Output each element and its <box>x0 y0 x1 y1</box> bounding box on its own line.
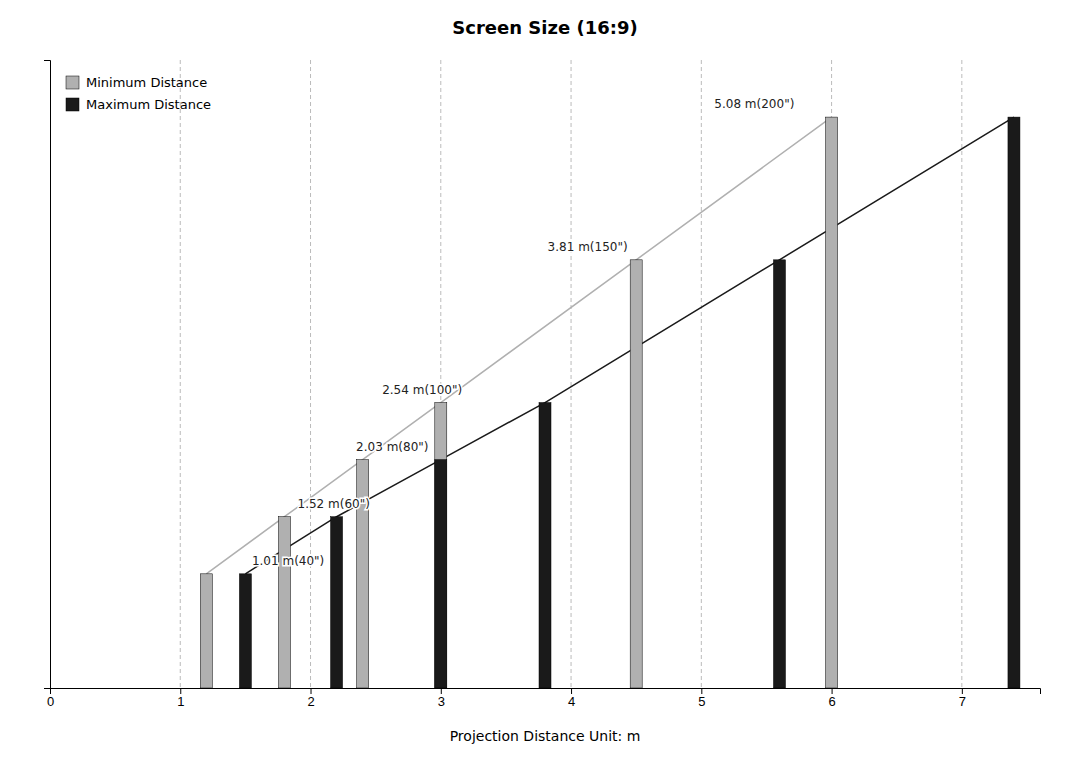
plot: 0 1 2 3 4 5 6 7 1.01 m(40") 1.52 m(60") 2.03 m(80"… <box>44 60 1041 709</box>
legend-item: Maximum Distance <box>66 97 211 112</box>
bar <box>826 117 838 688</box>
grid-line <box>571 60 572 688</box>
x-tick: 4 <box>568 688 575 709</box>
x-tick: 5 <box>698 688 705 709</box>
x-tick-mark <box>701 688 702 694</box>
x-tick-label: 2 <box>307 694 314 709</box>
bar <box>200 574 212 688</box>
x-tick-mark <box>962 688 963 694</box>
envelope-line <box>245 117 1014 574</box>
grid-line <box>701 60 702 688</box>
grid-line <box>310 60 311 688</box>
y-axis <box>44 61 51 689</box>
legend-swatch <box>66 76 79 89</box>
bar <box>539 403 551 688</box>
grid-line <box>180 60 181 688</box>
bar <box>1008 117 1020 688</box>
annotation: 1.52 m(60") <box>298 497 370 511</box>
plot-area <box>50 60 1020 688</box>
x-tick-mark <box>441 688 442 694</box>
x-tick-label: 4 <box>568 694 575 709</box>
bar <box>331 517 343 688</box>
annotation: 3.81 m(150") <box>548 240 628 254</box>
annotation: 5.08 m(200") <box>714 97 794 111</box>
x-tick: 7 <box>959 688 966 709</box>
x-tick-label: 3 <box>438 694 445 709</box>
annotation: 2.03 m(80") <box>356 440 428 454</box>
annotation: 2.54 m(100") <box>382 383 462 397</box>
bar <box>278 517 290 688</box>
annotation: 1.01 m(40") <box>252 554 324 568</box>
x-tick-label: 0 <box>47 694 54 709</box>
x-tick-mark <box>311 688 312 694</box>
envelope-line <box>206 117 831 574</box>
y-axis-line <box>44 61 51 689</box>
chart-title: Screen Size (16:9) <box>452 17 637 38</box>
x-axis-title: Projection Distance Unit: m <box>450 728 641 744</box>
bar-series <box>200 117 837 688</box>
x-tick: 1 <box>177 688 184 709</box>
legend: Minimum Distance Maximum Distance <box>66 75 211 112</box>
x-tick-mark <box>180 688 181 694</box>
annotations: 1.01 m(40") 1.52 m(60") 2.03 m(80") 2.54 m(… <box>252 97 794 568</box>
bar <box>435 403 447 688</box>
bar <box>357 460 369 688</box>
x-tick-label: 7 <box>959 694 966 709</box>
x-tick-mark <box>832 688 833 694</box>
bar <box>630 260 642 688</box>
grid-line <box>961 60 962 688</box>
x-tick-label: 5 <box>698 694 705 709</box>
legend-label: Minimum Distance <box>86 75 207 90</box>
x-tick: 3 <box>438 688 445 709</box>
chart: 0 1 2 3 4 5 6 7 1.01 m(40") 1.52 m(60") 2.03 m(80"… <box>0 0 1080 763</box>
legend-swatch <box>66 98 79 111</box>
bar-series <box>239 117 1020 688</box>
legend-label: Maximum Distance <box>86 97 211 112</box>
x-tick-mark <box>571 688 572 694</box>
x-tick-label: 6 <box>828 694 835 709</box>
x-axis-line <box>51 689 1041 695</box>
x-tick: 0 <box>47 688 54 709</box>
bar <box>239 574 251 688</box>
x-tick: 6 <box>828 688 835 709</box>
bar <box>773 260 785 688</box>
bar <box>435 460 447 688</box>
x-axis: 0 1 2 3 4 5 6 7 <box>47 688 1041 709</box>
x-tick: 2 <box>307 688 314 709</box>
x-tick-label: 1 <box>177 694 184 709</box>
legend-item: Minimum Distance <box>66 75 207 90</box>
